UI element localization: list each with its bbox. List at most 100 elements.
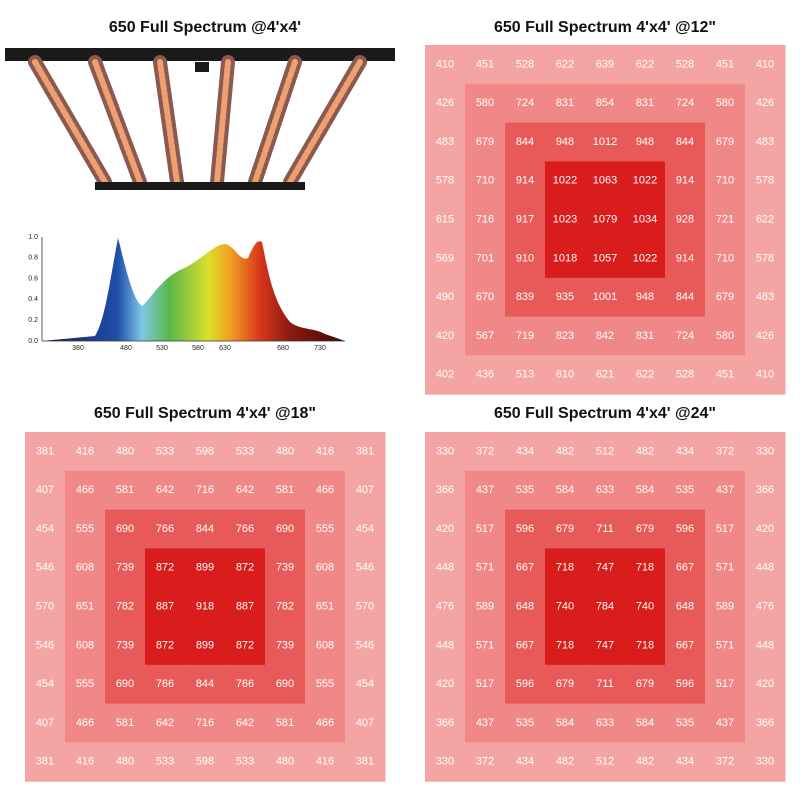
grid-cell (345, 548, 386, 588)
grid-cell (225, 548, 266, 588)
cell-value: 642 (236, 484, 254, 496)
cell-value: 512 (596, 756, 614, 768)
grid-cell (745, 161, 786, 201)
panel-title: 650 Full Spectrum 4'x4' @12" (494, 19, 716, 36)
cell-value: 426 (436, 97, 454, 109)
grid-cell (65, 432, 106, 472)
cell-value: 701 (476, 252, 494, 264)
cell-value: 679 (716, 291, 734, 303)
grid-cell (705, 122, 746, 162)
cell-value: 766 (236, 678, 254, 690)
grid-cell (305, 742, 346, 782)
grid-cell (545, 277, 586, 318)
grid-cell (425, 239, 466, 279)
cell-value: 844 (676, 291, 694, 303)
grid-cell (505, 509, 546, 549)
grid-cell (465, 742, 506, 782)
grid-cell (465, 470, 506, 511)
cell-value: 480 (276, 756, 294, 768)
cell-value: 719 (516, 330, 534, 342)
cell-value: 546 (36, 639, 54, 651)
cell-value: 570 (356, 601, 374, 613)
cell-value: 437 (716, 717, 734, 729)
cell-value: 555 (316, 678, 334, 690)
cell-value: 436 (476, 369, 494, 381)
grid-cell (345, 703, 386, 743)
grid-cell (265, 548, 306, 588)
grid-cell (665, 587, 706, 627)
grid-cell (505, 587, 546, 627)
grid-cell (305, 626, 346, 666)
cell-value: 407 (36, 484, 54, 496)
grid-cell (145, 703, 186, 743)
cell-value: 740 (636, 601, 654, 613)
grid-cell (585, 703, 626, 743)
cell-value: 844 (196, 523, 214, 535)
grid-cell (505, 626, 546, 666)
grid-cell (585, 626, 626, 666)
cell-value: 596 (516, 678, 534, 690)
grid-cell (745, 742, 786, 782)
cell-value: 434 (516, 756, 534, 768)
cell-value: 584 (556, 484, 574, 496)
grid-cell (745, 470, 786, 511)
cell-value: 718 (556, 562, 574, 574)
grid-cell (705, 355, 746, 395)
grid-cell (665, 83, 706, 124)
cell-value: 466 (316, 484, 334, 496)
cell-value: 844 (196, 678, 214, 690)
cell-value: 546 (356, 639, 374, 651)
cell-value: 381 (36, 756, 54, 768)
grid-cell (225, 432, 266, 472)
cell-value: 410 (756, 369, 774, 381)
grid-cell (585, 122, 626, 162)
grid-cell (425, 626, 466, 666)
grid-cell (65, 626, 106, 666)
cell-value: 366 (756, 717, 774, 729)
grid-cell (545, 200, 586, 240)
grid-cell (625, 200, 666, 240)
grid-cell (105, 703, 146, 743)
grid-cell (745, 45, 786, 85)
cell-value: 823 (556, 330, 574, 342)
cell-value: 831 (636, 97, 654, 109)
cell-value: 639 (596, 58, 614, 70)
cell-value: 766 (236, 523, 254, 535)
cell-value: 420 (436, 678, 454, 690)
grid-cell (665, 122, 706, 162)
grid-cell (545, 83, 586, 124)
grid-cell (625, 161, 666, 201)
grid-cell (305, 548, 346, 588)
cell-value: 899 (196, 562, 214, 574)
cell-value: 679 (636, 678, 654, 690)
grid-cell (545, 587, 586, 627)
cell-value: 690 (276, 678, 294, 690)
cell-value: 535 (516, 484, 534, 496)
cell-value: 567 (476, 330, 494, 342)
cell-value: 420 (436, 523, 454, 535)
grid-cell (705, 277, 746, 318)
grid-cell (505, 83, 546, 124)
grid-cell (105, 509, 146, 549)
grid-cell (545, 703, 586, 743)
cell-value: 1022 (633, 175, 657, 187)
cell-value: 718 (556, 639, 574, 651)
cell-value: 872 (236, 562, 254, 574)
grid-cell (505, 355, 546, 395)
fixture-title: 650 Full Spectrum @4'x4' (109, 19, 301, 36)
grid-cell (185, 432, 226, 472)
cell-value: 642 (156, 484, 174, 496)
cell-value: 711 (596, 523, 614, 535)
grid-cell (625, 355, 666, 395)
grid-cell (545, 161, 586, 201)
grid-cell (585, 664, 626, 705)
fixture-image (5, 48, 395, 190)
cell-value: 608 (76, 562, 94, 574)
cell-value: 633 (596, 717, 614, 729)
grid-cell (665, 548, 706, 588)
cell-value: 739 (116, 562, 134, 574)
cell-value: 872 (156, 562, 174, 574)
grid-cell (585, 432, 626, 472)
cell-value: 621 (596, 369, 614, 381)
grid-cell (745, 239, 786, 279)
